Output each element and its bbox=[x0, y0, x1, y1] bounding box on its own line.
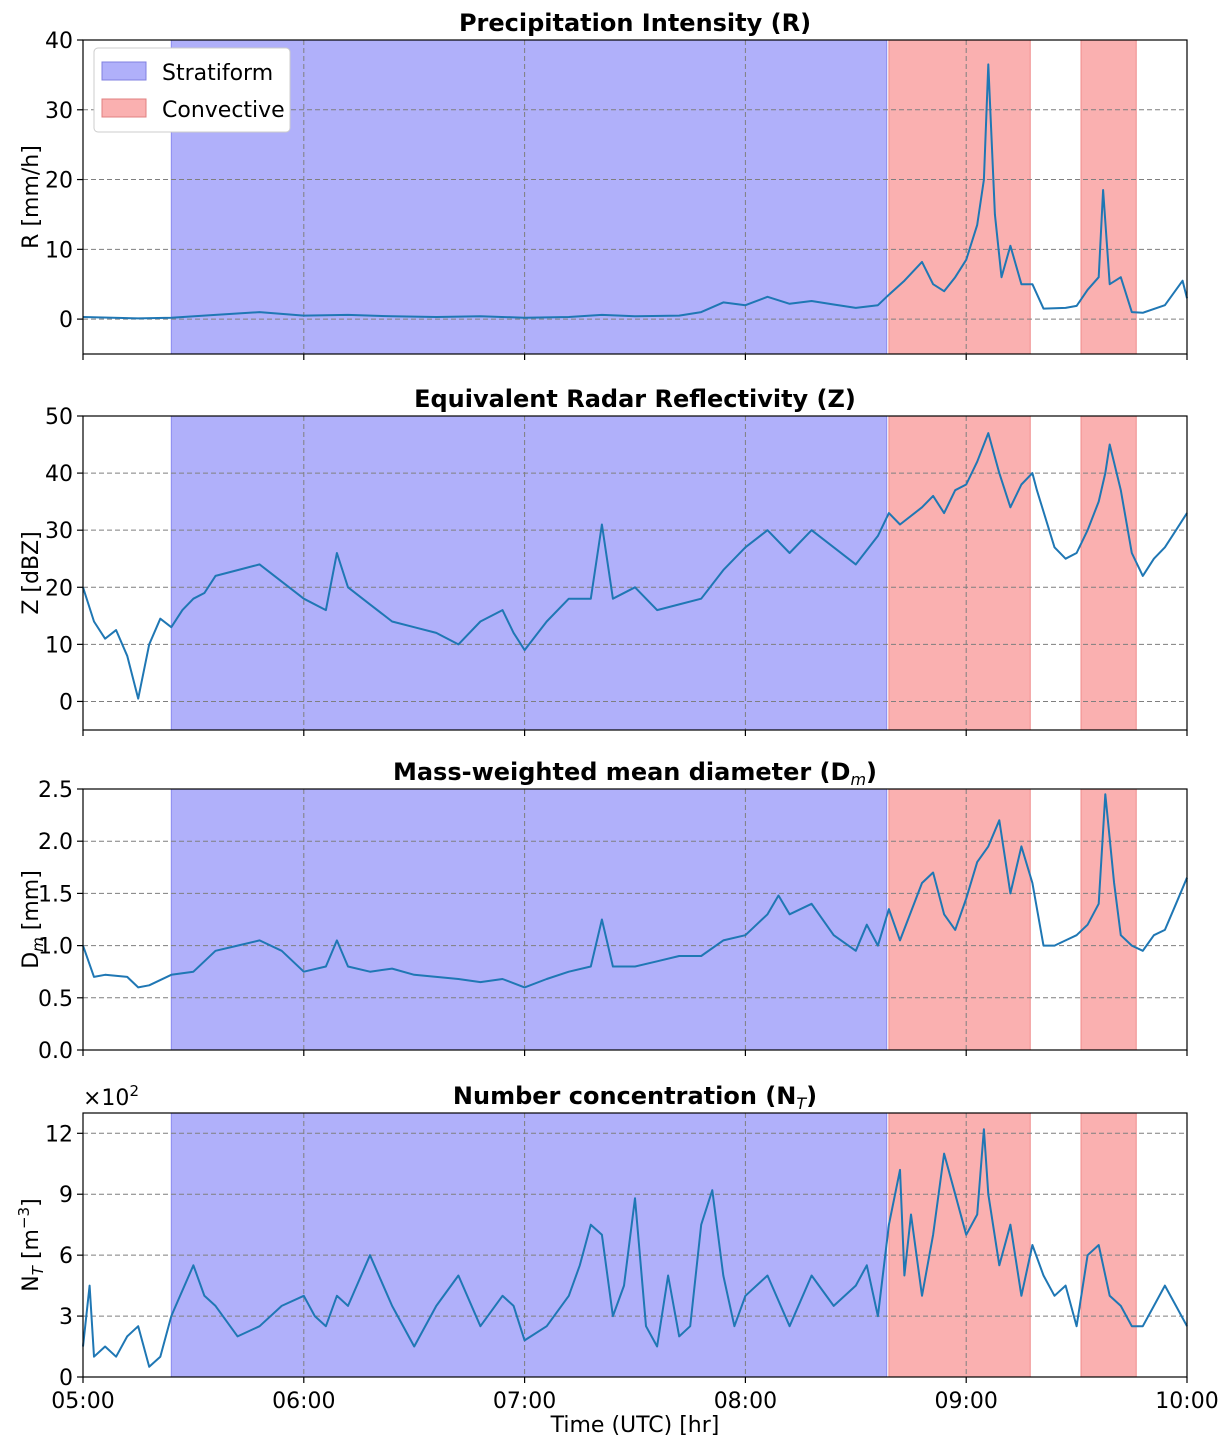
y-axis-label: NT [m−3] bbox=[15, 1198, 47, 1291]
series-line bbox=[82, 793, 1188, 989]
y-tick-label: 0.5 bbox=[38, 987, 73, 1012]
y-tick-label: 20 bbox=[45, 576, 73, 601]
stratiform-region bbox=[170, 788, 888, 1051]
convective-region bbox=[888, 415, 1031, 731]
y-tick-label: 30 bbox=[45, 99, 73, 124]
legend-swatch-convective bbox=[101, 98, 147, 118]
panel-title: Precipitation Intensity (R) bbox=[459, 9, 811, 37]
convective-region bbox=[888, 1112, 1031, 1378]
panel-title: Number concentration (NT) bbox=[453, 1082, 817, 1113]
x-tick-label: 08:00 bbox=[714, 1389, 777, 1414]
convective-region bbox=[1080, 39, 1137, 355]
x-tick-label: 07:00 bbox=[493, 1389, 556, 1414]
y-tick-label: 0 bbox=[59, 690, 73, 715]
plot-frame bbox=[82, 788, 1188, 1051]
y-tick-label: 2.0 bbox=[38, 830, 73, 855]
y-tick-label: 2.5 bbox=[38, 778, 73, 803]
y-tick-label: 40 bbox=[45, 29, 73, 54]
convective-region bbox=[1080, 415, 1137, 731]
x-axis-label: Time (UTC) [hr] bbox=[550, 1413, 720, 1438]
x-tick-label: 05:00 bbox=[51, 1389, 114, 1414]
plot-frame bbox=[82, 415, 1188, 731]
stratiform-region bbox=[170, 39, 888, 355]
legend: Stratiform Convective bbox=[93, 47, 291, 133]
y-tick-label: 50 bbox=[45, 405, 73, 430]
y-tick-label: 6 bbox=[59, 1244, 73, 1269]
y-tick-label: 10 bbox=[45, 633, 73, 658]
x-tick-label: 06:00 bbox=[272, 1389, 335, 1414]
panel-title: Equivalent Radar Reflectivity (Z) bbox=[414, 385, 856, 413]
series-line bbox=[82, 63, 1188, 320]
stratiform-region bbox=[170, 415, 888, 731]
panel-title: Mass-weighted mean diameter (Dm) bbox=[393, 758, 877, 789]
x-tick-label: 10:00 bbox=[1155, 1389, 1218, 1414]
y-tick-label: 9 bbox=[59, 1183, 73, 1208]
legend-label-stratiform: Stratiform bbox=[162, 61, 273, 86]
y-tick-label: 12 bbox=[45, 1122, 73, 1147]
y-axis-label: Z [dBZ] bbox=[19, 531, 44, 614]
y-axis-multiplier: ×102 bbox=[83, 1082, 139, 1111]
y-tick-label: 20 bbox=[45, 169, 73, 194]
y-axis-label: R [mm/h] bbox=[19, 145, 44, 249]
y-tick-label: 0 bbox=[59, 1366, 73, 1391]
x-tick-label: 09:00 bbox=[934, 1389, 997, 1414]
y-tick-label: 3 bbox=[59, 1305, 73, 1330]
stratiform-region bbox=[170, 1112, 888, 1378]
y-tick-label: 1.0 bbox=[38, 935, 73, 960]
legend-label-convective: Convective bbox=[162, 98, 285, 123]
plot-frame bbox=[82, 1112, 1188, 1378]
convective-region bbox=[888, 39, 1031, 355]
y-tick-label: 10 bbox=[45, 238, 73, 263]
convective-region bbox=[1080, 1112, 1137, 1378]
legend-swatch-stratiform bbox=[101, 61, 147, 81]
plot-frame bbox=[82, 39, 1188, 355]
y-tick-label: 0.0 bbox=[38, 1039, 73, 1064]
series-line bbox=[82, 1128, 1188, 1368]
y-tick-label: 0 bbox=[59, 308, 73, 333]
y-tick-label: 40 bbox=[45, 462, 73, 487]
y-tick-label: 30 bbox=[45, 519, 73, 544]
series-line bbox=[82, 432, 1188, 700]
y-axis-label: Dm [mm] bbox=[19, 870, 47, 969]
y-tick-label: 1.5 bbox=[38, 882, 73, 907]
